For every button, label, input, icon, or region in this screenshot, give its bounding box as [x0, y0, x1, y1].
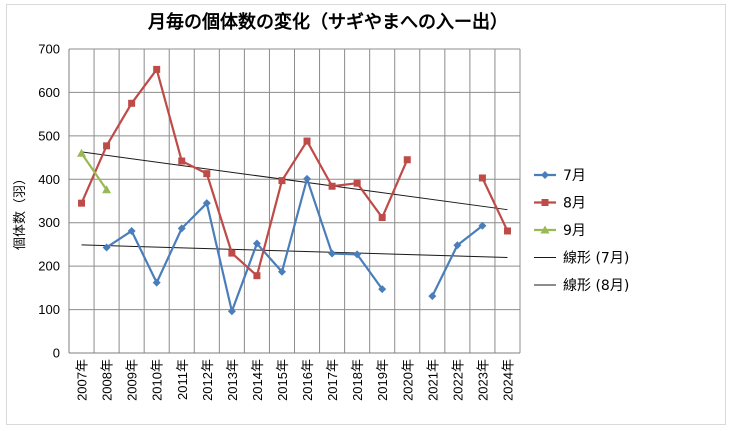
legend-label: 線形 (8月): [563, 278, 629, 294]
data-point: [328, 182, 336, 190]
x-tick-label: 2010年: [150, 359, 165, 401]
legend-marker: [541, 171, 549, 179]
data-point: [353, 250, 362, 259]
x-tick-label: 2018年: [350, 359, 365, 401]
x-tick-label: 2014年: [250, 359, 265, 401]
data-point: [503, 227, 511, 235]
axes: [68, 49, 520, 354]
data-series: [77, 65, 511, 316]
legend-item: 線形 (7月): [534, 251, 629, 267]
data-point: [228, 249, 236, 257]
data-point: [353, 179, 361, 187]
data-point: [153, 65, 161, 73]
data-point: [127, 226, 136, 235]
data-point: [378, 285, 387, 294]
x-tick-label: 2013年: [225, 359, 240, 401]
series-line: [481, 177, 509, 232]
data-point: [403, 156, 411, 164]
y-tick-label: 500: [38, 128, 60, 143]
x-tick-label: 2021年: [425, 359, 440, 401]
x-tick-label: 2012年: [200, 359, 215, 401]
x-tick-label: 2016年: [300, 359, 315, 401]
chart-title: 月毎の個体数の変化（サギやまへの入ー出）: [147, 11, 508, 33]
data-point: [478, 174, 486, 182]
x-tick-label: 2019年: [375, 359, 390, 401]
x-tick-label: 2024年: [500, 359, 515, 401]
x-tick-label: 2009年: [125, 359, 140, 401]
legend-item: 線形 (8月): [534, 278, 629, 294]
legend-label: 9月: [563, 223, 586, 239]
y-tick-label: 0: [53, 346, 60, 361]
y-tick-label: 100: [38, 302, 60, 317]
y-tick-labels: 0 100 200 300 400 500 600 700: [38, 42, 60, 361]
data-point: [378, 214, 386, 222]
x-tick-label: 2011年: [175, 359, 190, 400]
y-axis-label: 個体数（羽）: [13, 172, 28, 250]
x-tick-label: 2022年: [450, 359, 465, 401]
data-point: [303, 174, 312, 183]
y-tick-label: 200: [38, 259, 60, 274]
data-point: [177, 224, 186, 233]
data-point: [227, 307, 236, 316]
data-point: [278, 177, 286, 185]
trendline: [81, 244, 508, 258]
legend-label: 7月: [563, 168, 586, 184]
data-point: [253, 272, 261, 280]
data-point: [203, 170, 211, 178]
data-point: [453, 241, 462, 250]
legend-marker: [541, 199, 549, 206]
data-point: [178, 157, 186, 165]
y-tick-label: 600: [38, 85, 60, 100]
data-point: [277, 267, 286, 276]
data-point: [328, 249, 337, 258]
data-point: [103, 142, 111, 150]
x-tick-label: 2017年: [325, 359, 340, 401]
trendline: [81, 151, 508, 211]
series-3: [77, 148, 112, 194]
legend-label: 8月: [563, 196, 586, 212]
x-tick-labels: 2007年 2008年 2009年 2010年 2011年 2012年 2013年 2014年…: [75, 359, 516, 401]
legend-item: 8月: [534, 196, 586, 212]
legend-marker: [540, 225, 550, 234]
series-line: [431, 224, 484, 297]
y-tick-label: 300: [38, 215, 60, 230]
x-tick-label: 2008年: [100, 359, 115, 401]
data-point: [128, 99, 136, 107]
series-line: [80, 152, 108, 191]
legend-label: 線形 (7月): [563, 251, 629, 267]
chart-frame: 月毎の個体数の変化（サギやまへの入ー出） 0 100 200 300 400 500 600…: [6, 4, 726, 425]
x-tick-label: 2007年: [75, 359, 90, 401]
data-point: [252, 239, 261, 248]
data-point: [77, 148, 87, 157]
data-point: [78, 199, 86, 207]
y-tick-label: 700: [38, 42, 60, 57]
trendlines: [81, 151, 508, 258]
data-point: [102, 185, 112, 194]
data-point: [478, 221, 487, 230]
data-point: [202, 199, 211, 208]
legend-item: 7月: [534, 168, 586, 184]
series-line: [80, 68, 409, 277]
data-point: [152, 278, 161, 287]
series-1: [102, 174, 487, 316]
series-2: [78, 65, 511, 280]
data-point: [102, 243, 111, 252]
chart-svg: 月毎の個体数の変化（サギやまへの入ー出） 0 100 200 300 400 500 600…: [13, 11, 629, 401]
gridlines: [68, 48, 521, 354]
legend-item: 9月: [534, 223, 586, 239]
x-tick-label: 2020年: [400, 359, 415, 401]
series-line: [105, 177, 384, 313]
x-tick-label: 2015年: [275, 359, 290, 401]
y-tick-label: 400: [38, 172, 60, 187]
x-tick-label: 2023年: [475, 359, 490, 401]
data-point: [303, 137, 311, 145]
data-point: [428, 292, 437, 301]
